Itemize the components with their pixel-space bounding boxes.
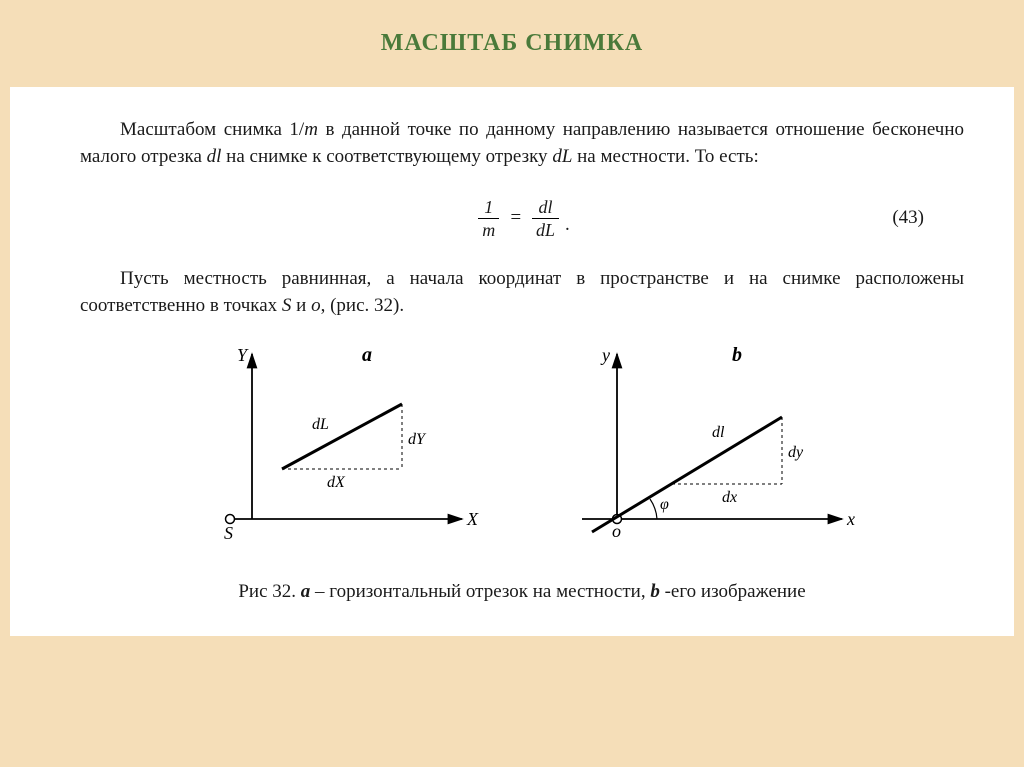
equation-row: 1 m = dl dL . (43) [80, 188, 964, 248]
dx-label: dx [722, 489, 737, 506]
fraction-right: dl dL [532, 198, 559, 239]
text: и [291, 295, 311, 316]
var-o: o [311, 295, 321, 316]
angle-label: φ [660, 496, 669, 513]
segment-line [282, 404, 402, 469]
figure-caption: Рис 32. a – горизонтальный отрезок на ме… [80, 579, 964, 606]
origin-label: S [224, 523, 233, 543]
numerator: dl [535, 198, 557, 218]
slide-title: МАСШТАБ СНИМКА [10, 30, 1014, 57]
origin-label: o [612, 521, 621, 541]
denominator: dL [532, 218, 559, 239]
dy-label: dy [788, 444, 804, 461]
text: Рис 32. [238, 581, 300, 602]
y-label: y [600, 345, 610, 365]
dy-label: dY [408, 431, 427, 448]
equals: = [509, 205, 522, 232]
paragraph-2: Пусть местность равнинная, а начала коор… [80, 266, 964, 319]
equation-number: (43) [892, 205, 924, 232]
var-dl: dl [207, 146, 222, 167]
diagram-a: Y X S a dL dY dX [182, 339, 482, 559]
text: на снимке к соответствующему отрезку [221, 146, 552, 167]
numerator: 1 [480, 198, 497, 218]
text: – горизонтальный отрезок на местности, [310, 581, 650, 602]
x-label: x [846, 509, 855, 529]
var-S: S [282, 295, 292, 316]
content-panel: Масштабом снимка 1/m в данной точке по д… [10, 87, 1014, 636]
diagram-label: b [732, 344, 742, 366]
var-dL: dL [552, 146, 572, 167]
segment-line [592, 417, 782, 532]
text: Масштабом снимка 1/ [120, 119, 304, 140]
var-m: m [304, 119, 318, 140]
slide: МАСШТАБ СНИМКА Масштабом снимка 1/m в да… [0, 0, 1024, 767]
fraction-left: 1 m [478, 198, 499, 239]
text: Пусть местность равнинная, а начала коор… [80, 268, 964, 316]
dx-label: dX [327, 474, 346, 491]
x-label: X [466, 509, 479, 529]
diagrams-row: Y X S a dL dY dX [80, 339, 964, 559]
diagram-b: y x o b dl dy dx φ [562, 339, 862, 559]
diagram-label: a [362, 344, 372, 366]
paragraph-1: Масштабом снимка 1/m в данной точке по д… [80, 117, 964, 170]
label-b: b [650, 581, 660, 602]
segment-label: dl [712, 424, 725, 441]
text: -его изображение [660, 581, 806, 602]
y-label: Y [237, 345, 249, 365]
label-a: a [301, 581, 311, 602]
period: . [565, 212, 570, 239]
text: на местности. То есть: [572, 146, 758, 167]
angle-arc [650, 499, 657, 519]
denominator: m [478, 218, 499, 239]
equation: 1 m = dl dL . [474, 198, 570, 239]
text: , (рис. 32). [321, 295, 405, 316]
segment-label: dL [312, 416, 329, 433]
